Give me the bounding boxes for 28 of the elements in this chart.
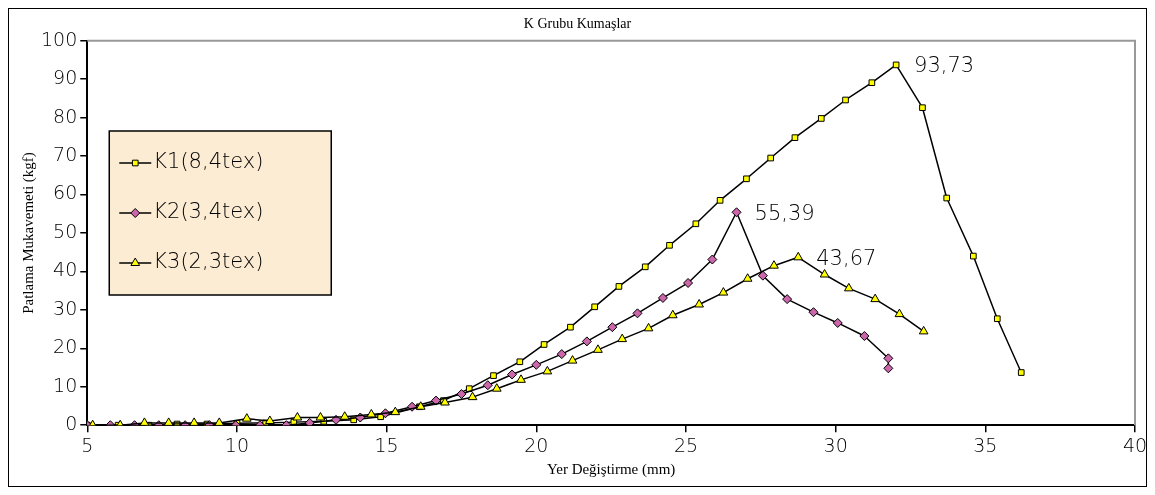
x-tick-label: 25: [673, 433, 699, 456]
y-tick-label: 0: [65, 412, 78, 435]
y-axis-title: Patlama Mukavemeti (kgf): [19, 152, 37, 314]
legend-label: K2(3,4tex): [153, 199, 264, 224]
annotation: 43,67: [816, 245, 877, 270]
x-tick-label: 30: [823, 433, 848, 456]
x-axis-title: Yer Değiştirme (mm): [546, 460, 676, 478]
y-tick-label: 10: [53, 373, 78, 396]
x-tick-label: 5: [81, 433, 94, 456]
annotation: 55,39: [754, 200, 815, 225]
y-tick-label: 70: [53, 143, 78, 166]
y-tick-label: 40: [53, 258, 78, 281]
legend-label: K3(2,3tex): [153, 249, 264, 274]
x-tick-label: 15: [374, 433, 399, 456]
x-tick-label: 20: [524, 433, 549, 456]
x-tick-label: 10: [224, 433, 250, 456]
x-tick-label: 40: [1122, 433, 1148, 456]
y-tick-label: 30: [53, 296, 78, 319]
y-tick-label: 90: [53, 66, 78, 89]
y-tick-label: 50: [53, 219, 78, 242]
x-tick-label: 35: [973, 433, 998, 456]
chart-title: K Grubu Kumaşlar: [523, 16, 632, 32]
legend-label: K1(8,4tex): [153, 149, 264, 174]
y-tick-label: 100: [41, 27, 78, 50]
y-tick-label: 60: [53, 181, 78, 204]
annotation: 93,73: [914, 53, 975, 78]
y-tick-label: 80: [53, 104, 78, 127]
y-tick-label: 20: [53, 335, 78, 358]
